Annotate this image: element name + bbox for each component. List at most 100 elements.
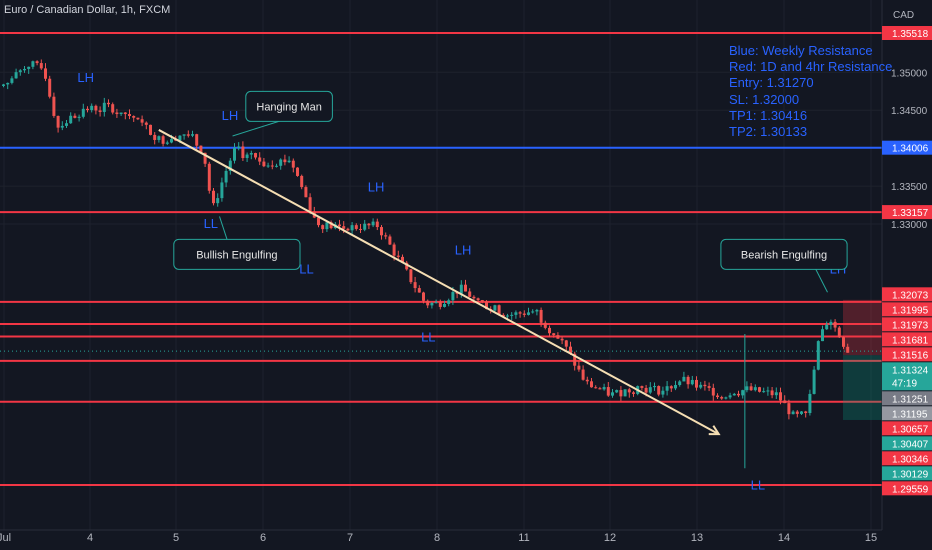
trend-label: LL <box>204 216 218 231</box>
time-tick: 14 <box>778 532 790 544</box>
candle-body <box>275 165 278 167</box>
candle-body <box>65 123 68 126</box>
candle-body <box>157 136 161 140</box>
resistance-levels[interactable] <box>0 32 882 487</box>
candle-body <box>430 303 434 306</box>
callout-box[interactable] <box>720 238 848 270</box>
trend-label: LL <box>751 477 765 492</box>
time-tick: 5 <box>173 532 179 544</box>
candle-body <box>493 305 497 311</box>
candle-body <box>94 105 98 111</box>
pattern-callouts[interactable]: Hanging Man Bullish Engulfing Bearish Engu… <box>173 90 848 293</box>
candle-body <box>703 384 707 387</box>
candle-body <box>23 68 26 71</box>
candle-body <box>35 61 39 64</box>
candle-body <box>598 388 602 390</box>
candle-body <box>497 305 501 315</box>
candle-body <box>464 284 467 292</box>
candle-body <box>321 225 325 230</box>
note-line: SL: 1.32000 <box>729 91 800 107</box>
analysis-notes: Blue: Weekly Resistance Red: 1D and 4hr … <box>729 43 892 140</box>
candle-body <box>434 302 438 304</box>
currency-label: CAD <box>893 10 914 21</box>
candle-body <box>296 167 299 176</box>
symbol-title: Euro / Canadian Dollar, 1h, FXCM <box>4 4 171 16</box>
candle-body <box>808 393 812 413</box>
candle-body <box>560 338 564 341</box>
candle-body <box>674 385 677 389</box>
candle-body <box>506 315 509 317</box>
candle-body <box>476 298 480 301</box>
candle-body <box>329 222 333 229</box>
callout-box[interactable] <box>173 238 301 270</box>
trend-label: LL <box>299 261 313 276</box>
candle-body <box>737 393 740 396</box>
price-label-tag <box>882 302 932 317</box>
candle-body <box>396 255 400 257</box>
candle-body <box>338 224 341 227</box>
candle-body <box>846 346 850 353</box>
candle-body <box>128 114 131 116</box>
candle-body <box>199 145 203 153</box>
candle-body <box>443 303 446 307</box>
candle-body <box>107 102 110 105</box>
candle-body <box>115 112 119 115</box>
stop-loss-zone[interactable] <box>843 299 882 356</box>
candle-body <box>249 153 253 155</box>
candle-body <box>644 387 648 393</box>
candle-body <box>812 369 816 394</box>
candle-body <box>245 154 249 159</box>
trendline-tool[interactable] <box>158 129 721 436</box>
time-tick: 6 <box>260 532 266 544</box>
candle-body <box>648 387 652 393</box>
candle-body <box>804 411 808 413</box>
candle-body <box>602 387 606 390</box>
price-label-tag <box>882 406 932 421</box>
candle-body <box>371 221 375 226</box>
trendline[interactable] <box>158 129 720 435</box>
candle-body <box>527 312 530 315</box>
candle-body <box>375 221 379 228</box>
candle-body <box>6 82 10 85</box>
position-box[interactable] <box>0 299 882 420</box>
candle-body <box>422 292 425 301</box>
candle-body <box>178 135 182 141</box>
callout-text: Hanging Man <box>256 101 321 113</box>
candle-body <box>73 115 77 118</box>
price-tick: 1.33500 <box>891 182 928 193</box>
candle-body <box>518 312 522 314</box>
candle-body <box>144 122 148 125</box>
price-tick: 1.33000 <box>891 220 928 231</box>
candle-body <box>821 329 824 342</box>
candle-body <box>81 108 85 117</box>
candle-body <box>669 386 673 389</box>
candle-body <box>413 282 417 289</box>
candle-body <box>90 105 94 111</box>
candle-body <box>165 142 169 144</box>
candle-body <box>842 337 845 347</box>
take-profit-zone[interactable] <box>843 355 882 420</box>
candle-body <box>615 390 619 393</box>
candle-body <box>241 146 245 159</box>
candle-body <box>56 115 60 128</box>
time-tick: 15 <box>865 532 877 544</box>
candle-body <box>161 136 165 144</box>
price-tick: 1.34500 <box>891 106 928 117</box>
candle-body <box>140 119 144 123</box>
candle-body <box>690 379 694 385</box>
callout-pointer <box>232 120 281 137</box>
candle-body <box>686 376 690 385</box>
price-axis-ticks: 1.35000 1.34500 1.33500 1.33000 <box>891 68 928 231</box>
candle-body <box>228 160 232 171</box>
callout-box[interactable] <box>245 90 333 122</box>
price-label-text: 1.30129 <box>892 469 929 480</box>
price-label-text: 1.31973 <box>892 320 929 331</box>
candle-body <box>308 197 312 212</box>
candle-body <box>224 170 228 183</box>
candle-body <box>254 153 257 158</box>
candle-body <box>417 288 421 293</box>
candle-body <box>548 327 551 334</box>
note-line: Blue: Weekly Resistance <box>729 43 873 58</box>
